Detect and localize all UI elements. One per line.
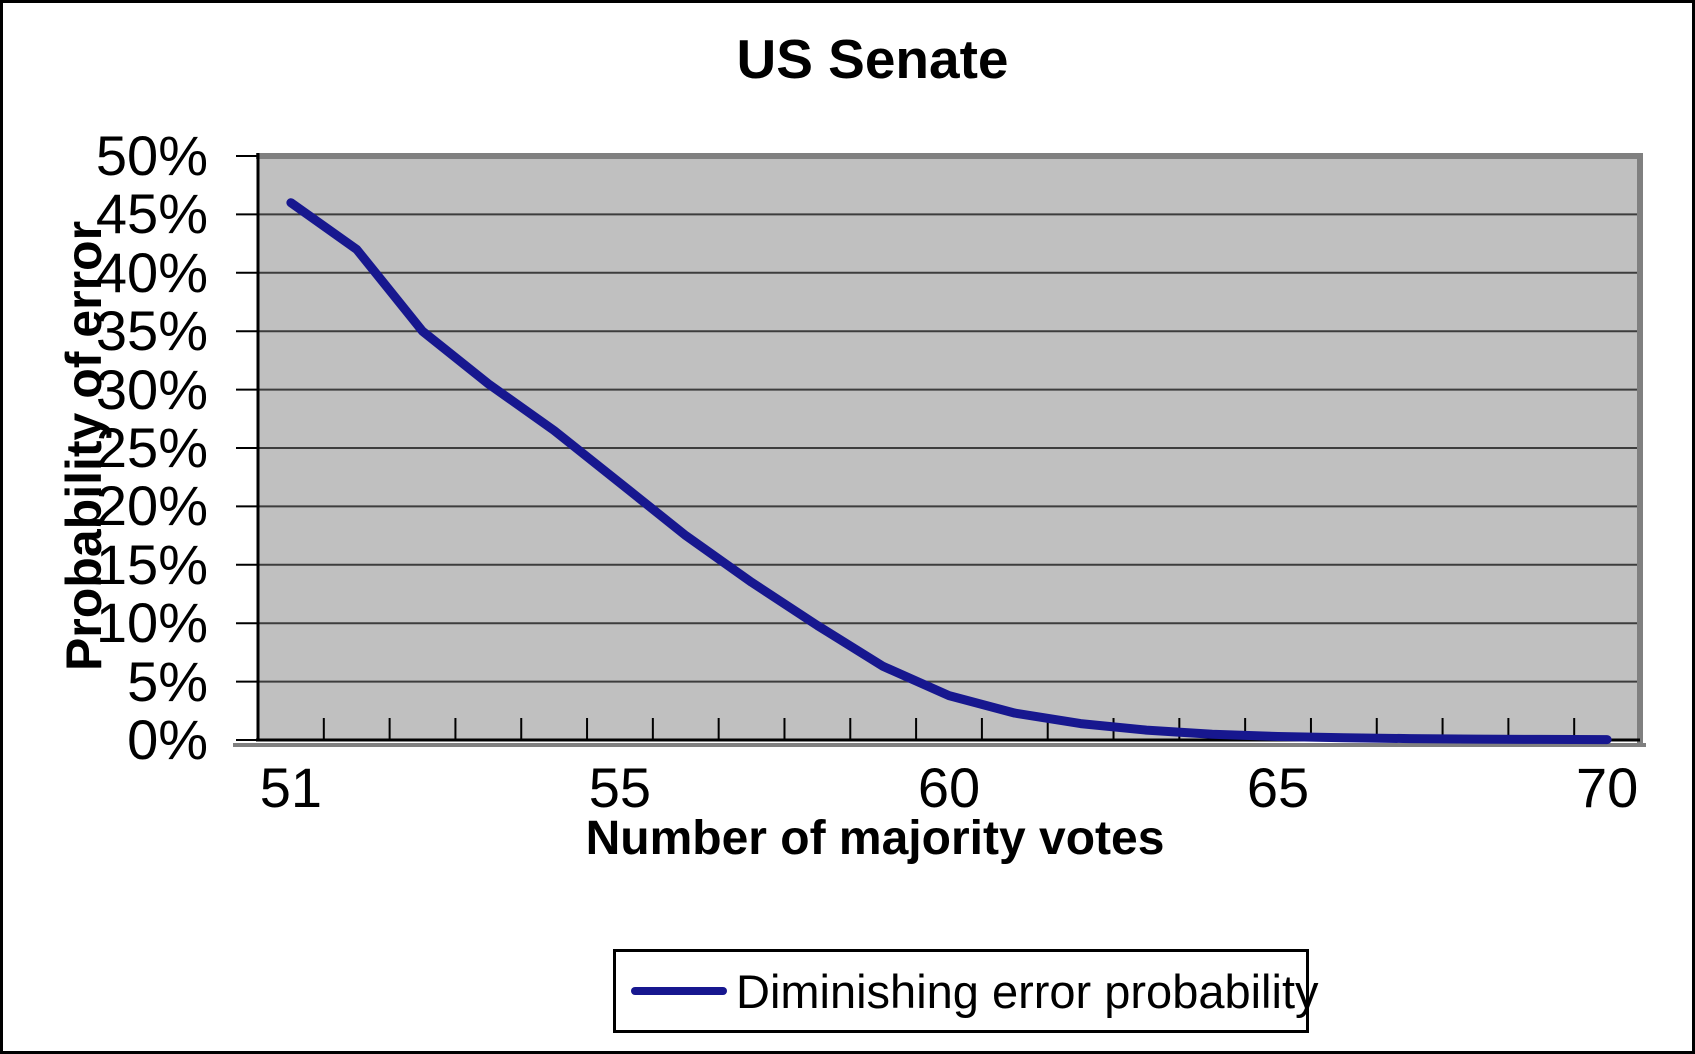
series-line-diminishing-error-probability [286,198,1612,745]
x-axis-title: Number of majority votes [585,812,1165,865]
y-tick-label: 20% [95,474,208,538]
y-tick-label: 35% [95,299,208,363]
y-tick-label: 45% [95,182,208,246]
y-tick-label: 15% [95,532,208,596]
y-tick-label: 25% [95,416,208,479]
y-tick-label: 5% [127,649,208,713]
x-tick-label: 65 [1246,756,1310,819]
x-tick-label: 60 [917,756,981,819]
y-tick-label: 0% [127,708,208,771]
x-tick-label: 55 [588,756,652,819]
legend-series-label: Diminishing error probability [736,964,1319,1018]
y-tick-label: 30% [95,357,208,421]
x-tick-label: 51 [259,756,323,819]
y-tick-label: 50% [95,124,208,187]
y-tick-label: 40% [95,240,208,304]
x-tick-label: 70 [1575,756,1639,819]
y-tick-label: 10% [95,591,208,655]
legend-line-swatch [631,987,727,995]
chart-title: US Senate [736,28,1009,90]
legend: Diminishing error probability [613,949,1319,1033]
plot-area-svg [233,153,1646,747]
